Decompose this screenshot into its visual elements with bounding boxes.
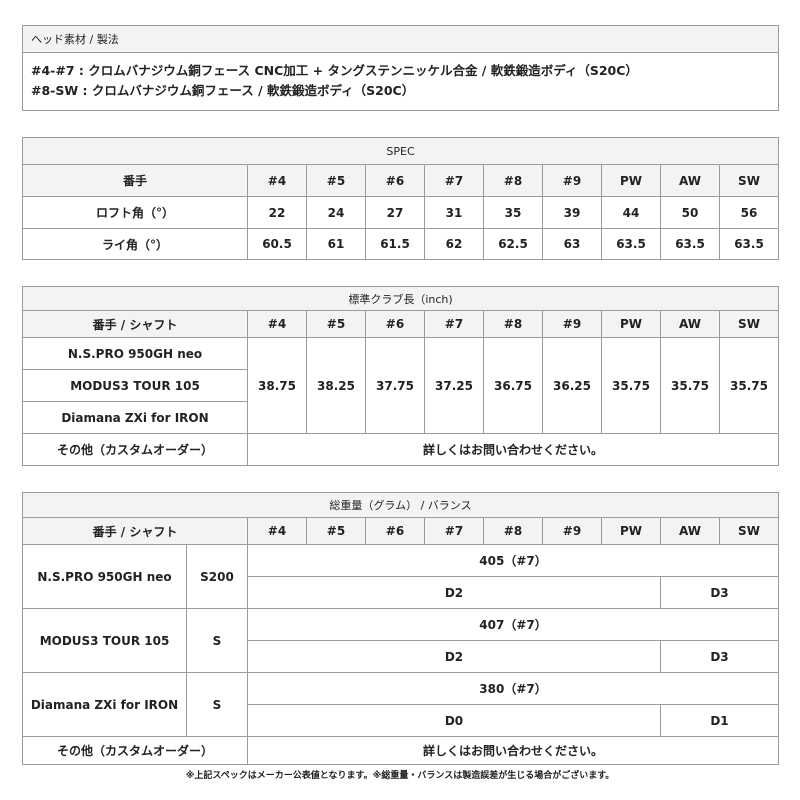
lie-value: 63 — [542, 228, 602, 260]
material-line: #4-#7 : クロムバナジウム銅フェース CNC加工 + タングステンニッケル… — [31, 63, 638, 78]
loft-value: 27 — [365, 196, 425, 229]
club-header: #8 — [483, 310, 543, 338]
shaft-name: MODUS3 TOUR 105 — [22, 369, 248, 402]
lie-value: 60.5 — [247, 228, 307, 260]
length-value: 38.25 — [306, 337, 366, 434]
shaft-name: Diamana ZXi for IRON — [22, 401, 248, 434]
club-header: #5 — [306, 517, 366, 545]
material-body: #4-#7 : クロムバナジウム銅フェース CNC加工 + タングステンニッケル… — [22, 52, 779, 111]
loft-value: 44 — [601, 196, 661, 229]
balance-row: D0 D1 — [23, 704, 779, 737]
weight-title: 総重量（グラム） / バランス — [22, 492, 779, 518]
club-header: #4 — [247, 164, 307, 197]
spec-title: SPEC — [22, 137, 779, 165]
length-value: 37.25 — [424, 337, 484, 434]
club-header: #8 — [483, 164, 543, 197]
loft-value: 56 — [719, 196, 779, 229]
club-header: #9 — [542, 517, 602, 545]
club-shaft-label: 番手 / シャフト — [22, 517, 248, 545]
loft-value: 22 — [247, 196, 307, 229]
balance-value: D2 — [247, 576, 661, 609]
club-header: #4 — [247, 517, 307, 545]
club-header: PW — [601, 517, 661, 545]
length-value: 35.75 — [660, 337, 720, 434]
other-value: 詳しくはお問い合わせください。 — [247, 736, 779, 765]
balance-value: D3 — [660, 576, 779, 609]
weight-row: MODUS3 TOUR 105 S 407（#7） — [22, 608, 779, 673]
total-weight: 407（#7） — [247, 608, 779, 641]
material-title: ヘッド素材 / 製法 — [22, 25, 779, 53]
club-header: #7 — [424, 517, 484, 545]
club-header: PW — [601, 310, 661, 338]
club-header: #6 — [365, 310, 425, 338]
club-header: #4 — [247, 310, 307, 338]
length-value: 36.75 — [483, 337, 543, 434]
loft-value: 35 — [483, 196, 543, 229]
club-header: #9 — [542, 310, 602, 338]
balance-row: D2 D3 — [23, 576, 779, 609]
club-header: AW — [660, 517, 720, 545]
total-weight: 405（#7） — [247, 544, 779, 577]
length-table: 標準クラブ長（inch) 番手 / シャフト #4 #5 #6 #7 #8 #9 PW AW SW… — [22, 286, 779, 466]
footnote: ※上記スペックはメーカー公表値となります。※総重量・バランスは製造誤差が生じる場… — [185, 771, 615, 781]
lie-value: 62 — [424, 228, 484, 260]
other-label: その他（カスタムオーダー） — [22, 433, 248, 466]
shaft-flex: S — [186, 608, 248, 673]
lie-value: 61 — [306, 228, 366, 260]
other-value: 詳しくはお問い合わせください。 — [247, 433, 779, 466]
length-value: 35.75 — [601, 337, 661, 434]
lie-value: 63.5 — [660, 228, 720, 260]
spec-table: SPEC 番手 #4 #5 #6 #7 #8 #9 PW AW SW ロフト角（°） 22 24 27 3… — [22, 137, 779, 260]
club-header: #5 — [306, 310, 366, 338]
club-header: SW — [719, 517, 779, 545]
other-label: その他（カスタムオーダー） — [22, 736, 248, 765]
total-weight: 380（#7） — [247, 672, 779, 705]
lie-label: ライ角（°） — [22, 228, 248, 260]
length-value: 36.25 — [542, 337, 602, 434]
weight-row: Diamana ZXi for IRON S 380（#7） — [22, 672, 779, 737]
length-value: 35.75 — [719, 337, 779, 434]
loft-value: 50 — [660, 196, 720, 229]
lie-value: 63.5 — [601, 228, 661, 260]
club-header: #6 — [365, 164, 425, 197]
club-shaft-label: 番手 / シャフト — [22, 310, 248, 338]
shaft-name: MODUS3 TOUR 105 — [22, 608, 187, 673]
club-label: 番手 — [22, 164, 248, 197]
loft-value: 31 — [424, 196, 484, 229]
loft-value: 24 — [306, 196, 366, 229]
club-header: AW — [660, 164, 720, 197]
shaft-name: Diamana ZXi for IRON — [22, 672, 187, 737]
weight-table: 総重量（グラム） / バランス 番手 / シャフト #4 #5 #6 #7 #8 #9 PW A… — [22, 492, 779, 765]
loft-label: ロフト角（°） — [22, 196, 248, 229]
club-header: PW — [601, 164, 661, 197]
club-header: #8 — [483, 517, 543, 545]
shaft-name: N.S.PRO 950GH neo — [22, 544, 187, 609]
balance-value: D1 — [660, 704, 779, 737]
material-line: #8-SW : クロムバナジウム銅フェース / 軟鉄鍛造ボディ（S20C） — [31, 83, 415, 98]
shaft-flex: S200 — [186, 544, 248, 609]
length-title: 標準クラブ長（inch) — [22, 286, 779, 311]
length-value: 37.75 — [365, 337, 425, 434]
club-header: #7 — [424, 164, 484, 197]
club-header: #7 — [424, 310, 484, 338]
shaft-name: N.S.PRO 950GH neo — [22, 337, 248, 370]
head-material-table: ヘッド素材 / 製法 #4-#7 : クロムバナジウム銅フェース CNC加工 +… — [22, 25, 779, 111]
club-header: SW — [719, 310, 779, 338]
club-header: #6 — [365, 517, 425, 545]
club-header: #5 — [306, 164, 366, 197]
lie-value: 61.5 — [365, 228, 425, 260]
club-header: AW — [660, 310, 720, 338]
balance-value: D3 — [660, 640, 779, 673]
lie-value: 63.5 — [719, 228, 779, 260]
weight-row: N.S.PRO 950GH neo S200 405（#7） — [22, 544, 779, 609]
length-value: 38.75 — [247, 337, 307, 434]
shaft-flex: S — [186, 672, 248, 737]
lie-value: 62.5 — [483, 228, 543, 260]
balance-value: D0 — [247, 704, 661, 737]
club-header: #9 — [542, 164, 602, 197]
loft-value: 39 — [542, 196, 602, 229]
club-header: SW — [719, 164, 779, 197]
balance-value: D2 — [247, 640, 661, 673]
